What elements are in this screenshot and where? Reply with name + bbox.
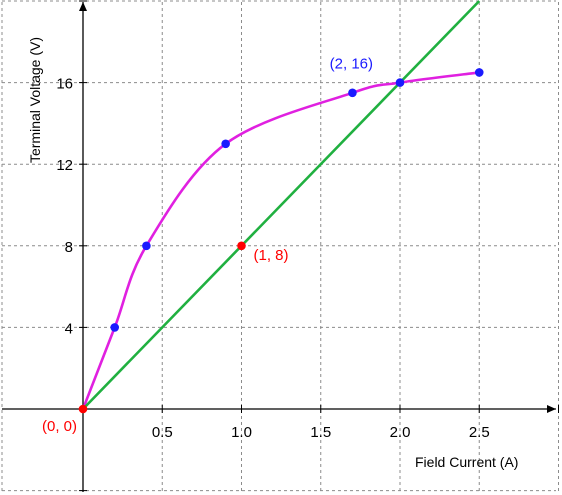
y-tick-label: 16	[56, 76, 73, 93]
data-point	[395, 78, 405, 87]
tick-labels: 0.5 1.0 1.5 2.0 2.5 4 8 12 16	[56, 76, 489, 441]
point-label: (0, 0)	[42, 418, 77, 435]
x-tick-label: 1.0	[231, 424, 252, 441]
data-point	[142, 241, 151, 251]
annotation-point	[78, 404, 88, 414]
annotation-point	[237, 241, 246, 251]
x-tick-label: 0.5	[152, 424, 173, 441]
series-curve	[81, 71, 480, 410]
annotations-layer: (0, 0) (1, 8) (2, 16)	[42, 56, 373, 435]
x-tick-label: 2.0	[390, 424, 411, 441]
y-tick-label: 4	[65, 320, 73, 337]
data-point	[348, 88, 357, 98]
data-point	[221, 139, 230, 149]
point-label: (1, 8)	[254, 247, 289, 264]
x-tick-label: 1.5	[310, 424, 331, 441]
data-point	[474, 68, 484, 77]
point-label: (2, 16)	[330, 56, 373, 73]
y-tick-label: 12	[56, 157, 73, 174]
y-tick-label: 8	[65, 239, 73, 256]
markers-layer	[78, 68, 484, 414]
x-axis-title: Field Current (A)	[415, 454, 518, 470]
x-axis-arrow	[547, 405, 556, 413]
tick-marks	[79, 0, 559, 492]
series-line	[82, 0, 481, 410]
data-point	[110, 323, 119, 332]
y-axis-title: Terminal Voltage (V)	[27, 37, 43, 163]
y-axis-arrow	[79, 2, 87, 11]
series-layer	[81, 0, 481, 410]
x-tick-label: 2.5	[469, 424, 490, 441]
